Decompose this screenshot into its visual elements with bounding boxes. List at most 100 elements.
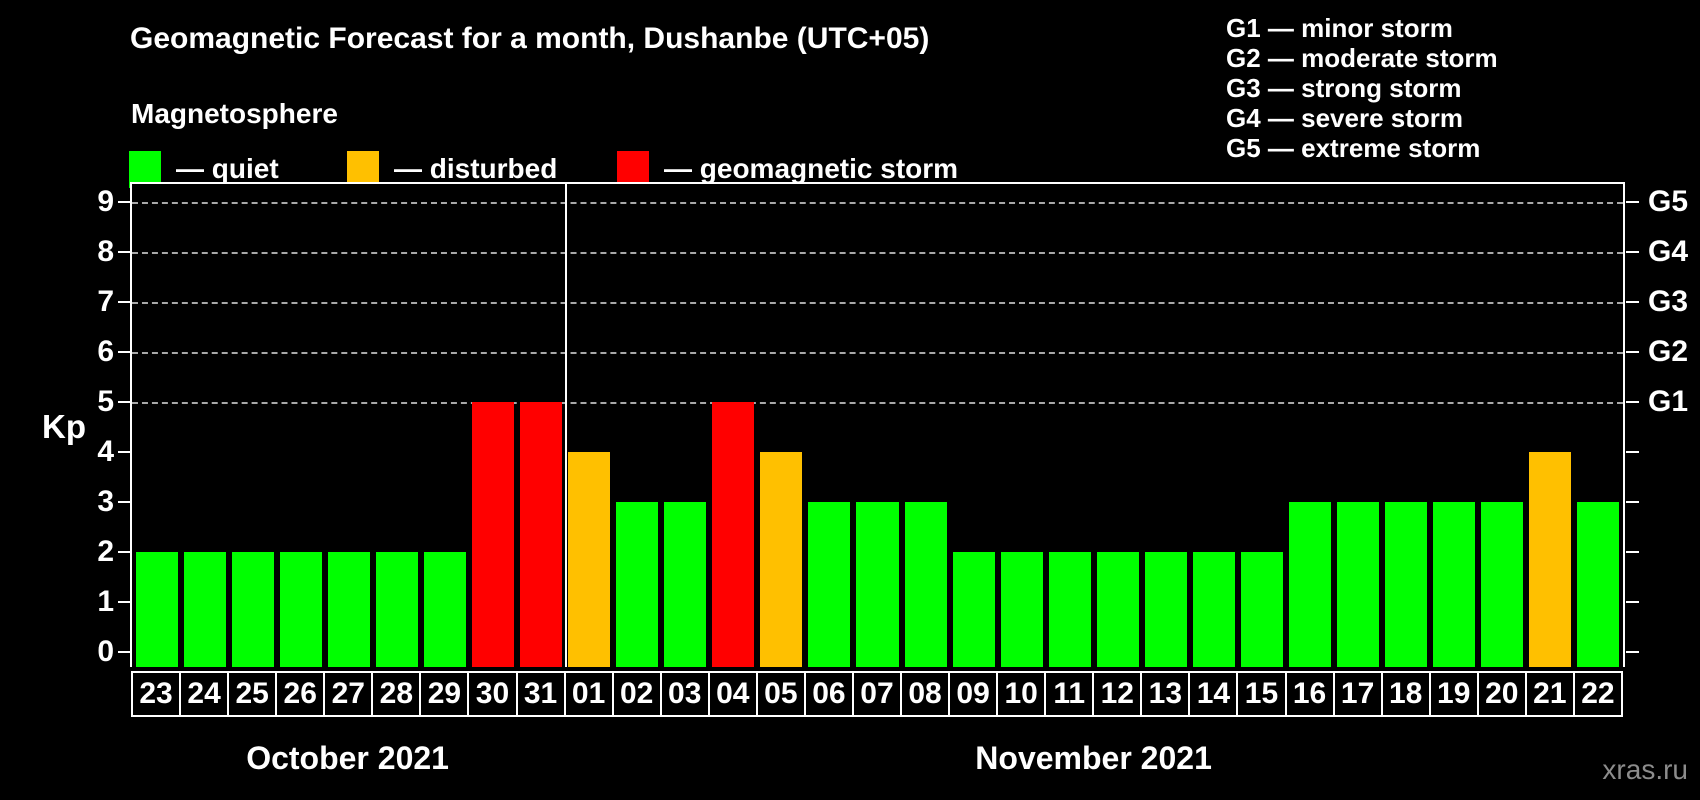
kp-bar xyxy=(328,552,371,667)
legend-label: — quiet xyxy=(176,153,279,184)
kp-bar xyxy=(1336,502,1379,667)
kp-bar xyxy=(664,502,707,667)
date-cell: 02 xyxy=(611,671,662,717)
date-cell: 09 xyxy=(948,671,999,717)
right-tick xyxy=(1626,501,1639,503)
kp-bar xyxy=(1288,502,1331,667)
right-tick xyxy=(1626,651,1639,653)
date-cell: 07 xyxy=(851,671,902,717)
left-tick xyxy=(118,501,131,503)
date-cell: 16 xyxy=(1284,671,1335,717)
kp-bar xyxy=(376,552,419,667)
date-cell: 30 xyxy=(467,671,518,717)
date-cell: 17 xyxy=(1332,671,1383,717)
kp-bar xyxy=(568,452,611,667)
left-tick xyxy=(118,301,131,303)
kp-bar xyxy=(520,402,563,667)
date-cell: 27 xyxy=(323,671,374,717)
gridline-kp-7 xyxy=(132,302,1623,304)
kp-bar xyxy=(1000,552,1043,667)
plot-area xyxy=(130,182,1625,667)
g-scale-legend-line: G5 — extreme storm xyxy=(1226,133,1481,163)
right-tick xyxy=(1626,601,1639,603)
kp-bar xyxy=(760,452,803,667)
kp-bar xyxy=(1384,502,1427,667)
gridline-kp-6 xyxy=(132,352,1623,354)
g-level-label: G1 xyxy=(1648,385,1689,418)
date-cell: 08 xyxy=(900,671,951,717)
bars-container xyxy=(132,184,1623,667)
kp-tick-label: 4 xyxy=(97,435,114,468)
kp-bar xyxy=(1432,502,1475,667)
kp-tick-label: 1 xyxy=(97,585,114,618)
date-cell: 22 xyxy=(1572,671,1623,717)
g-scale-legend: G1 — minor storm G2 — moderate storm G3 … xyxy=(1226,13,1498,163)
date-cell: 26 xyxy=(275,671,326,717)
date-cell: 21 xyxy=(1524,671,1575,717)
month-label-october: October 2021 xyxy=(246,740,449,776)
quiet-color-swatch xyxy=(129,150,161,188)
date-cell: 28 xyxy=(371,671,422,717)
kp-tick-label: 8 xyxy=(97,235,114,268)
kp-tick-label: 0 xyxy=(97,635,114,668)
kp-bar xyxy=(1192,552,1235,667)
kp-bar xyxy=(1528,452,1571,667)
date-cell: 10 xyxy=(996,671,1047,717)
kp-bar xyxy=(472,402,515,667)
storm-color-swatch xyxy=(617,150,649,188)
left-tick xyxy=(118,651,131,653)
watermark: xras.ru xyxy=(1602,754,1688,785)
kp-bar xyxy=(280,552,323,667)
legend-item-quiet: — quiet xyxy=(129,150,279,188)
date-cell: 24 xyxy=(179,671,230,717)
date-cell: 13 xyxy=(1140,671,1191,717)
kp-tick-label: 7 xyxy=(97,285,114,318)
right-tick xyxy=(1626,201,1639,203)
kp-tick-label: 6 xyxy=(97,335,114,368)
kp-bar xyxy=(1144,552,1187,667)
kp-bar xyxy=(952,552,995,667)
g-scale-legend-line: G2 — moderate storm xyxy=(1226,43,1498,73)
right-tick xyxy=(1626,401,1639,403)
month-label-november: November 2021 xyxy=(975,740,1212,776)
left-tick xyxy=(118,551,131,553)
date-cell: 25 xyxy=(227,671,278,717)
date-cell: 31 xyxy=(515,671,566,717)
left-tick xyxy=(118,351,131,353)
month-boundary-line xyxy=(564,184,567,667)
left-tick xyxy=(118,401,131,403)
g-scale-legend-line: G4 — severe storm xyxy=(1226,103,1464,133)
kp-bar xyxy=(808,502,851,667)
right-tick xyxy=(1626,301,1639,303)
date-cell: 29 xyxy=(419,671,470,717)
left-tick xyxy=(118,251,131,253)
kp-bar xyxy=(616,502,659,667)
gridline-kp-8 xyxy=(132,252,1623,254)
date-cell: 19 xyxy=(1428,671,1479,717)
month-row: October 2021 November 2021 xyxy=(131,736,1623,778)
kp-bar xyxy=(1048,552,1091,667)
date-cell: 01 xyxy=(563,671,614,717)
g-scale-legend-line: G3 — strong storm xyxy=(1226,73,1462,103)
right-tick xyxy=(1626,351,1639,353)
left-tick xyxy=(118,451,131,453)
legend-label: — disturbed xyxy=(394,153,558,184)
kp-bar xyxy=(1240,552,1283,667)
date-cell: 04 xyxy=(707,671,758,717)
date-cell: 05 xyxy=(755,671,806,717)
date-cell: 03 xyxy=(659,671,710,717)
date-cell: 12 xyxy=(1092,671,1143,717)
y-axis-label: Kp xyxy=(42,408,86,445)
right-tick xyxy=(1626,551,1639,553)
right-tick xyxy=(1626,451,1639,453)
date-cell: 15 xyxy=(1236,671,1287,717)
kp-bar xyxy=(1576,502,1619,667)
kp-bar xyxy=(136,552,179,667)
g-level-label: G3 xyxy=(1648,285,1689,318)
date-cell: 20 xyxy=(1476,671,1527,717)
left-tick xyxy=(118,201,131,203)
date-cell: 18 xyxy=(1380,671,1431,717)
legend-item-storm: — geomagnetic storm xyxy=(617,150,958,188)
date-cell: 14 xyxy=(1188,671,1239,717)
kp-bar xyxy=(712,402,755,667)
